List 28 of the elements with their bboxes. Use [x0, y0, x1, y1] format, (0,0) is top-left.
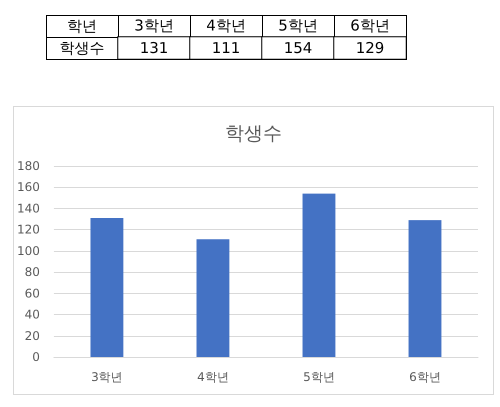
x-tick-label: 5학년: [303, 370, 335, 384]
y-tick-label: 120: [17, 222, 40, 237]
x-tick-label: 3학년: [134, 16, 174, 34]
x-tick-label: 3학년: [91, 370, 123, 384]
data-label: 154: [284, 39, 312, 57]
y-tick-label: 100: [17, 244, 40, 258]
bar: [196, 239, 230, 357]
y-tick-label: 0: [32, 350, 40, 364]
x-tick-label: 4학년: [206, 16, 246, 34]
data-label: 129: [356, 39, 384, 57]
y-tick-label: 20: [24, 328, 40, 343]
y-tick-label: 60: [24, 286, 40, 300]
text: 학년: [66, 16, 98, 37]
y-tick-label: 140: [17, 201, 40, 216]
bar: [408, 220, 442, 357]
y-tick-label: 160: [17, 180, 40, 194]
x-tick-label: 4학년: [197, 370, 229, 384]
bar: [302, 194, 336, 357]
x-tick-label: 6학년: [350, 16, 390, 34]
x-tick-label: 5학년: [278, 16, 318, 34]
data-label: 111: [212, 39, 240, 57]
y-tick-label: 40: [24, 308, 40, 322]
y-tick-label: 180: [17, 159, 40, 173]
bar: [90, 218, 124, 357]
data-label: 131: [140, 39, 168, 57]
y-tick-label: 80: [24, 265, 40, 280]
x-tick-label: 6학년: [409, 370, 441, 384]
chart-title: 학생수: [225, 122, 282, 144]
